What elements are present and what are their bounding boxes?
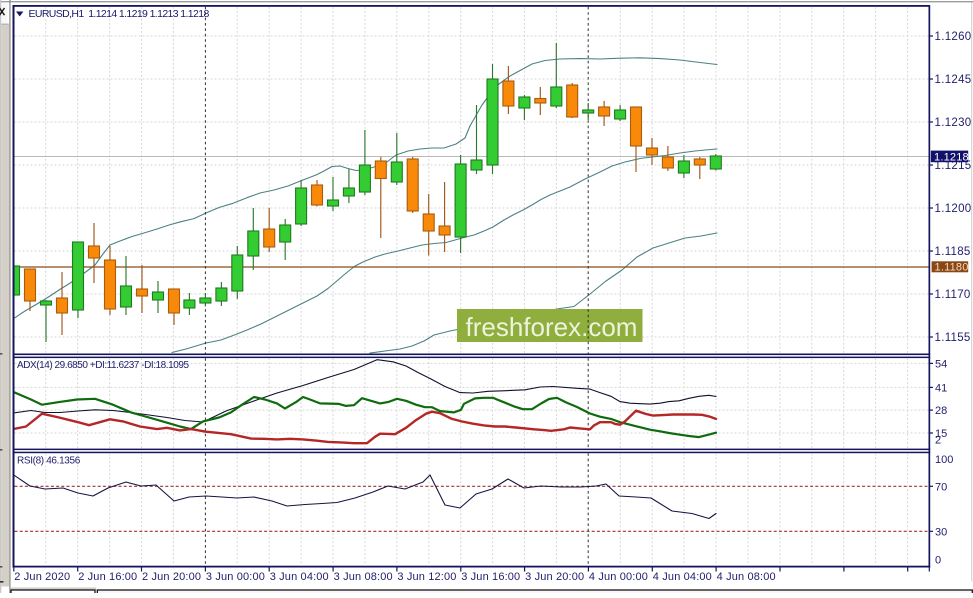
svg-text:1.1215: 1.1215 (935, 160, 972, 172)
svg-text:54: 54 (935, 358, 947, 370)
svg-text:41: 41 (935, 382, 947, 394)
svg-text:RSI(8) 46.1356: RSI(8) 46.1356 (17, 456, 81, 467)
svg-text:70: 70 (935, 481, 947, 493)
svg-text:30: 30 (935, 526, 947, 538)
svg-text:2 Jun 16:00: 2 Jun 16:00 (78, 571, 137, 583)
svg-text:1.1260: 1.1260 (935, 31, 972, 43)
svg-text:3 Jun 20:00: 3 Jun 20:00 (525, 571, 584, 583)
svg-text:1.1180: 1.1180 (935, 262, 969, 274)
svg-text:1.1155: 1.1155 (935, 332, 971, 344)
svg-text:1.1230: 1.1230 (935, 117, 972, 129)
svg-text:28: 28 (935, 405, 947, 417)
svg-text:3 Jun 00:00: 3 Jun 00:00 (206, 571, 265, 583)
svg-text:2: 2 (935, 435, 941, 447)
svg-text:1.1245: 1.1245 (935, 74, 972, 86)
svg-text:freshforex.com: freshforex.com (466, 312, 638, 342)
svg-text:15: 15 (935, 428, 947, 440)
svg-text:0: 0 (935, 555, 941, 567)
svg-text:EURUSD,H1 1.1214 1.1219 1.121: EURUSD,H1 1.1214 1.1219 1.1213 1.1218 (29, 8, 210, 20)
svg-text:100: 100 (935, 454, 953, 466)
svg-text:1.1170: 1.1170 (935, 289, 971, 301)
svg-text:4 Jun 08:00: 4 Jun 08:00 (717, 571, 776, 583)
svg-text:1.1218: 1.1218 (934, 151, 969, 163)
svg-text:3 Jun 08:00: 3 Jun 08:00 (334, 571, 393, 583)
svg-text:ADX(14) 29.6850 +DI:11.6237 -D: ADX(14) 29.6850 +DI:11.6237 -DI:18.1095 (17, 360, 189, 371)
svg-text:2 Jun 2020: 2 Jun 2020 (14, 571, 70, 583)
svg-text:3 Jun 16:00: 3 Jun 16:00 (461, 571, 520, 583)
svg-text:3 Jun 04:00: 3 Jun 04:00 (270, 571, 329, 583)
svg-text:2 Jun 20:00: 2 Jun 20:00 (142, 571, 201, 583)
svg-text:3 Jun 12:00: 3 Jun 12:00 (397, 571, 456, 583)
svg-text:4 Jun 04:00: 4 Jun 04:00 (653, 571, 712, 583)
svg-text:1.1200: 1.1200 (935, 203, 972, 215)
svg-text:1.1185: 1.1185 (935, 246, 971, 258)
svg-text:4 Jun 00:00: 4 Jun 00:00 (589, 571, 648, 583)
